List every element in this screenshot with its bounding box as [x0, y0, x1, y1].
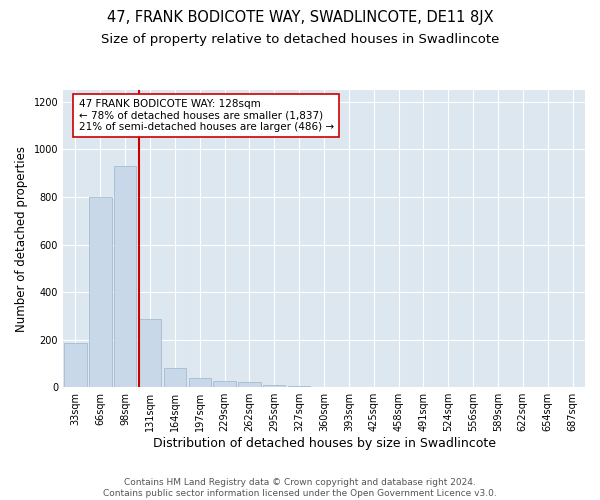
- Text: Contains HM Land Registry data © Crown copyright and database right 2024.
Contai: Contains HM Land Registry data © Crown c…: [103, 478, 497, 498]
- Bar: [288, 386, 310, 387]
- Text: 47 FRANK BODICOTE WAY: 128sqm
← 78% of detached houses are smaller (1,837)
21% o: 47 FRANK BODICOTE WAY: 128sqm ← 78% of d…: [79, 99, 334, 132]
- X-axis label: Distribution of detached houses by size in Swadlincote: Distribution of detached houses by size …: [152, 437, 496, 450]
- Bar: [263, 386, 286, 387]
- Text: 47, FRANK BODICOTE WAY, SWADLINCOTE, DE11 8JX: 47, FRANK BODICOTE WAY, SWADLINCOTE, DE1…: [107, 10, 493, 25]
- Bar: [164, 368, 186, 387]
- Y-axis label: Number of detached properties: Number of detached properties: [15, 146, 28, 332]
- Bar: [188, 378, 211, 387]
- Text: Size of property relative to detached houses in Swadlincote: Size of property relative to detached ho…: [101, 32, 499, 46]
- Bar: [89, 197, 112, 387]
- Bar: [64, 343, 86, 387]
- Bar: [114, 166, 136, 387]
- Bar: [238, 382, 260, 387]
- Bar: [139, 320, 161, 387]
- Bar: [214, 382, 236, 387]
